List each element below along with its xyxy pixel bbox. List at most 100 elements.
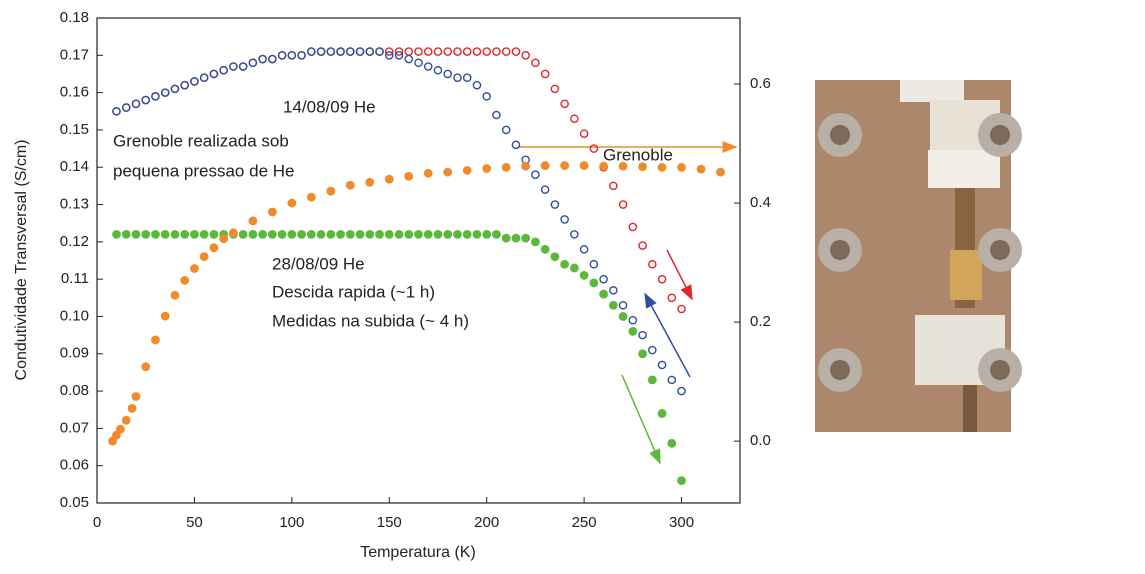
data-point [550, 252, 560, 262]
data-point [579, 161, 589, 170]
data-point [209, 69, 219, 79]
y-tick-label: 0.13 [60, 196, 89, 213]
data-point [306, 229, 316, 239]
data-point [492, 229, 501, 239]
data-point [384, 51, 394, 60]
annotation: pequena pressao de He [113, 161, 294, 180]
data-point [501, 162, 511, 172]
annotation: Grenoble realizada sob [113, 131, 289, 150]
plot-frame [96, 17, 741, 504]
data-point [443, 229, 453, 239]
annotation: 14/08/09 He [283, 97, 376, 116]
data-point [384, 229, 394, 239]
data-point [141, 362, 151, 372]
data-point [608, 300, 618, 310]
data-point [209, 229, 219, 239]
data-point [384, 174, 394, 184]
data-point [199, 229, 209, 239]
data-point [667, 293, 677, 303]
data-point [355, 47, 365, 56]
data-point [131, 229, 141, 239]
data-point [199, 252, 209, 262]
y-tick-label: 0.15 [60, 121, 89, 138]
data-point [589, 259, 599, 269]
annotation: Grenoble [603, 145, 673, 164]
data-point [180, 229, 190, 239]
data-point [462, 47, 472, 56]
data-point [287, 229, 297, 239]
x-tick-label: 300 [669, 514, 694, 531]
data-point [511, 233, 521, 243]
y-tick-label: 0.14 [60, 158, 89, 175]
data-point [462, 73, 472, 82]
data-point [268, 54, 277, 64]
data-point [277, 229, 287, 239]
data-point [472, 80, 482, 90]
x-tick-label: 100 [279, 514, 304, 531]
data-point [501, 125, 511, 135]
data-point [423, 62, 433, 71]
data-point [190, 264, 199, 273]
data-point [375, 229, 384, 239]
x-tick-label: 150 [377, 514, 402, 531]
data-point [511, 47, 521, 56]
data-point [228, 228, 238, 238]
data-point [472, 229, 482, 239]
data-point [394, 51, 404, 60]
data-point [336, 229, 345, 239]
data-point [628, 315, 638, 325]
data-point [238, 62, 248, 71]
data-point [423, 47, 433, 56]
data-point [115, 424, 125, 434]
data-point [657, 360, 667, 370]
data-point [648, 345, 657, 355]
data-point [570, 230, 579, 239]
y-axis-label: Condutividade Transversal (S/cm) [13, 140, 30, 381]
data-point [599, 161, 609, 171]
data-point [501, 233, 511, 243]
y-tick-label: 0.08 [60, 382, 89, 399]
annotation: Descida rapida (~1 h) [272, 282, 435, 301]
x-tick-label: 200 [474, 514, 499, 531]
y2-tick-label: 0.4 [750, 194, 771, 211]
data-point [121, 229, 131, 239]
data-point [589, 144, 599, 153]
annotation: Medidas na subida (~ 4 h) [272, 311, 469, 330]
data-point [540, 185, 550, 194]
data-point [599, 274, 608, 284]
data-point [657, 162, 667, 172]
x-tick-label: 0 [93, 514, 101, 531]
x-axis-label: Temperatura (K) [360, 544, 476, 561]
data-point [677, 386, 686, 396]
data-point [638, 349, 647, 359]
data-point [287, 198, 297, 208]
data-point [306, 192, 316, 202]
data-point [248, 58, 258, 68]
data-point [346, 47, 355, 56]
data-point [384, 47, 394, 56]
data-point [628, 222, 638, 232]
data-point [160, 88, 170, 97]
data-point [345, 229, 355, 239]
data-point [248, 229, 258, 239]
data-point [316, 47, 326, 56]
data-point [677, 304, 686, 314]
data-point [638, 330, 647, 340]
annotation: 28/08/09 He [272, 254, 365, 273]
data-point [141, 95, 151, 105]
data-point [657, 409, 667, 418]
data-point [190, 77, 199, 86]
data-point [394, 229, 404, 239]
data-point [190, 229, 199, 239]
data-point [141, 229, 151, 239]
data-point [365, 177, 375, 187]
data-point [423, 168, 433, 178]
data-point [540, 69, 550, 79]
data-point [550, 84, 560, 94]
data-point [492, 110, 501, 120]
data-point [229, 62, 238, 71]
data-point [277, 51, 287, 60]
y-tick-label: 0.18 [60, 9, 89, 26]
x-tick-label: 50 [186, 514, 203, 531]
